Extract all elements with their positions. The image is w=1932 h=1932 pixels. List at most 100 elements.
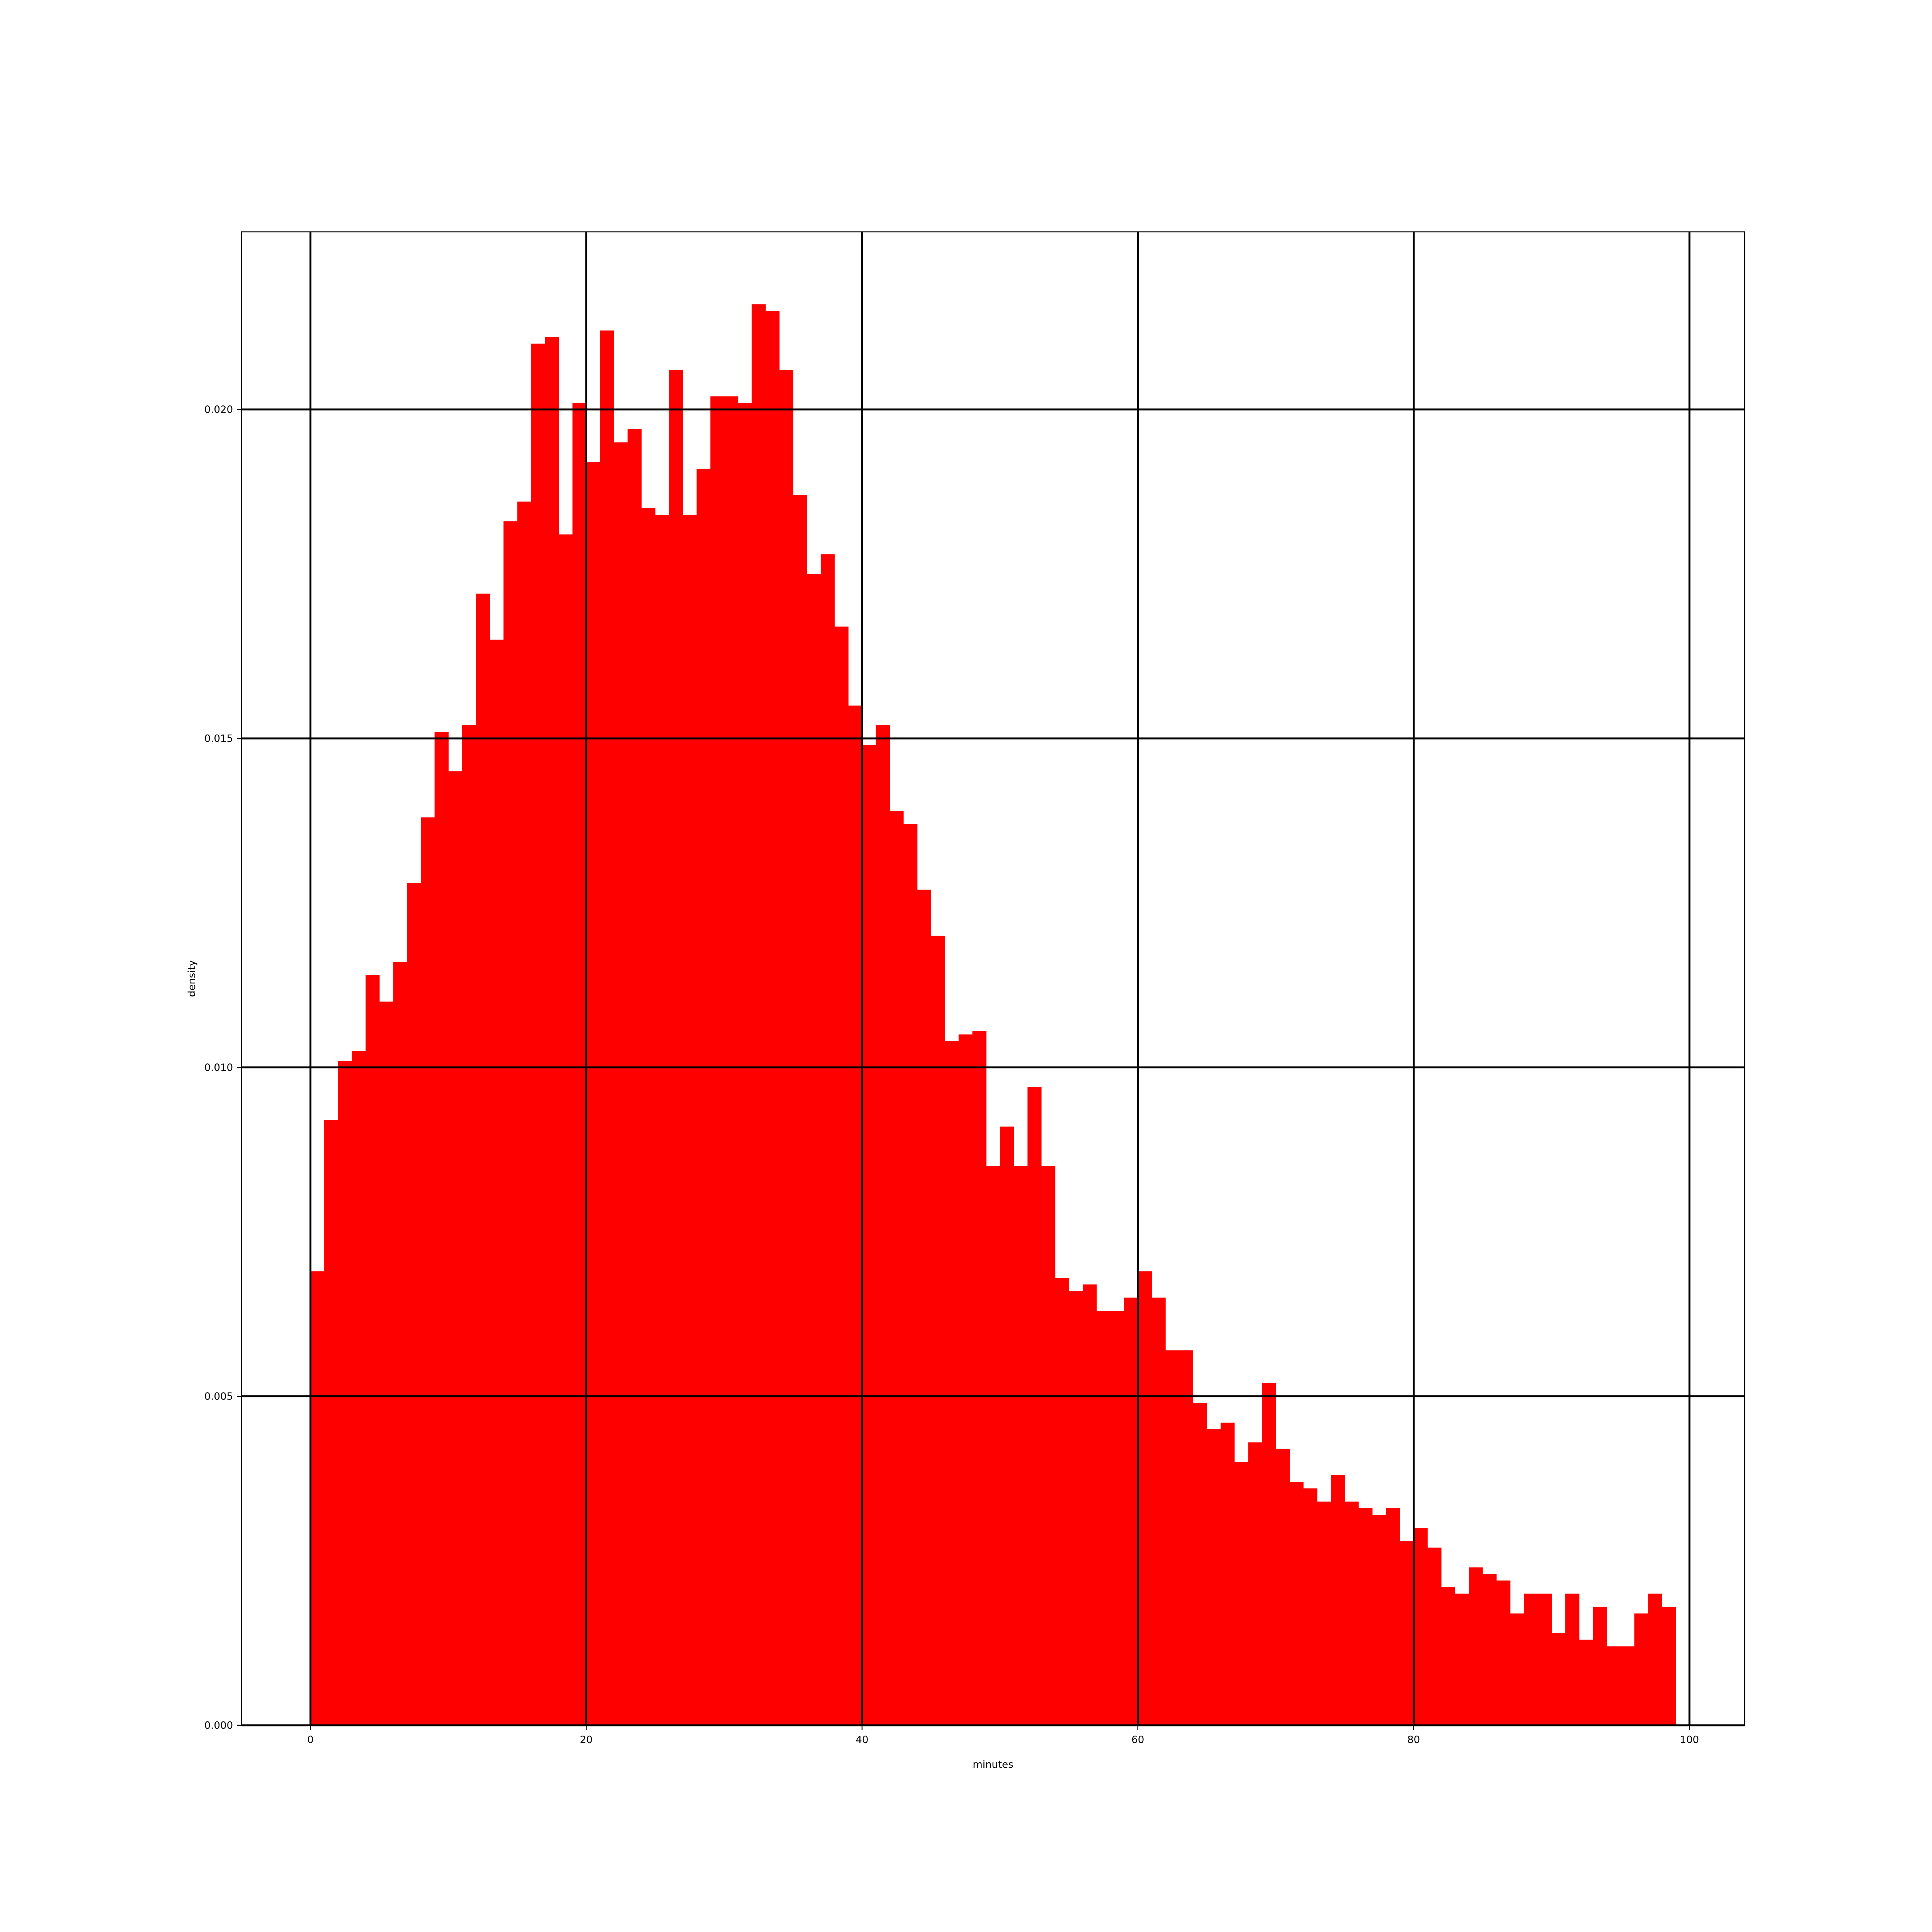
histogram-bar: [1069, 1291, 1083, 1725]
histogram-bar: [1551, 1633, 1566, 1725]
histogram-bar: [1289, 1482, 1304, 1725]
histogram-bar: [848, 705, 862, 1725]
histogram-bar: [738, 403, 752, 1725]
histogram-bar: [1262, 1383, 1276, 1725]
histogram-bar: [1510, 1613, 1524, 1725]
histogram-bar: [820, 554, 835, 1725]
y-axis-title: density: [186, 960, 198, 997]
histogram-bar: [1276, 1449, 1290, 1725]
x-tick-label: 80: [1407, 1734, 1420, 1746]
histogram-bar: [531, 344, 545, 1726]
histogram-bar: [490, 639, 504, 1726]
histogram-bar: [628, 429, 642, 1725]
x-tick-label: 40: [855, 1734, 868, 1746]
histogram-bar: [1165, 1350, 1180, 1725]
histogram-bar: [1620, 1646, 1635, 1725]
histogram-bar: [683, 515, 697, 1725]
x-axis-title: minutes: [973, 1759, 1013, 1770]
histogram-bar: [903, 824, 918, 1725]
bars-layer: [310, 304, 1676, 1726]
histogram-bar: [1607, 1646, 1621, 1725]
histogram-bar: [752, 304, 766, 1725]
histogram-bar: [586, 462, 600, 1725]
histogram-bar: [1124, 1298, 1138, 1725]
histogram-bar: [1082, 1284, 1097, 1725]
histogram-bar: [1358, 1508, 1373, 1725]
histogram-bar: [724, 396, 738, 1726]
histogram-bar: [1413, 1528, 1428, 1725]
histogram-bar: [1634, 1613, 1648, 1725]
histogram-bar: [641, 508, 656, 1725]
histogram-bar: [834, 626, 849, 1725]
histogram-bar: [1138, 1271, 1152, 1725]
histogram-bar: [1220, 1422, 1235, 1725]
histogram-bar: [517, 502, 532, 1725]
histogram-bar: [1317, 1502, 1331, 1725]
histogram-bar: [917, 889, 932, 1725]
histogram-bar: [558, 534, 573, 1725]
histogram-bar: [1537, 1594, 1552, 1725]
histogram-bar: [1151, 1298, 1166, 1725]
y-tick-label: 0.005: [204, 1391, 233, 1403]
histogram-bar: [793, 495, 807, 1726]
x-tick-label: 0: [307, 1734, 314, 1746]
histogram-bar: [324, 1120, 338, 1725]
histogram-bar: [1179, 1350, 1194, 1725]
histogram-bar: [1248, 1442, 1262, 1725]
histogram-bar: [696, 468, 711, 1725]
histogram-bar: [1303, 1488, 1318, 1725]
histogram-bar: [1193, 1403, 1207, 1725]
x-tick-label: 60: [1131, 1734, 1144, 1746]
plot-frame: [241, 231, 1745, 1726]
histogram-bar: [889, 811, 904, 1725]
histogram-bar: [876, 725, 890, 1725]
histogram-bar: [366, 975, 380, 1725]
histogram-bar: [462, 725, 476, 1725]
histogram-bar: [1041, 1166, 1056, 1725]
histogram-bar: [393, 962, 407, 1725]
histogram-bar: [1565, 1594, 1580, 1725]
histogram-bar: [407, 883, 421, 1725]
histogram-bar: [1662, 1607, 1676, 1725]
histogram-bar: [1386, 1508, 1400, 1725]
histogram-bar: [379, 1002, 394, 1725]
histogram-bar: [1027, 1087, 1042, 1725]
histogram-bar: [476, 594, 490, 1726]
histogram-bar: [669, 370, 683, 1725]
x-tick-label: 100: [1680, 1734, 1699, 1746]
histogram-bar: [1427, 1548, 1442, 1725]
histogram-bar: [1014, 1166, 1028, 1725]
histogram-bar: [1331, 1475, 1345, 1725]
histogram-bar: [779, 370, 794, 1725]
histogram-bar: [310, 1271, 325, 1725]
histogram-bar: [1000, 1126, 1014, 1725]
histogram-bar: [958, 1034, 973, 1725]
histogram-bar: [972, 1031, 986, 1725]
histogram-bar: [1469, 1567, 1483, 1725]
histogram-bar: [434, 732, 449, 1725]
y-tick-label: 0.015: [204, 733, 233, 745]
histogram-bar: [1096, 1311, 1111, 1725]
histogram-bar: [420, 817, 435, 1725]
histogram-bar: [1455, 1594, 1469, 1725]
histogram-bar: [945, 1041, 959, 1725]
histogram-bar: [572, 403, 587, 1725]
histogram-bar: [1648, 1594, 1662, 1725]
histogram-bar: [765, 311, 780, 1726]
histogram-bar: [1345, 1502, 1359, 1725]
histogram-bar: [1055, 1278, 1069, 1725]
histogram-bar: [503, 521, 518, 1725]
histogram-bar: [545, 337, 559, 1726]
histogram-bar: [338, 1061, 352, 1725]
y-tick-label: 0.010: [204, 1062, 233, 1073]
histogram-bar: [1496, 1580, 1510, 1725]
y-tick-label: 0.020: [204, 404, 233, 416]
y-tick-label: 0.000: [204, 1720, 233, 1731]
histogram-bar: [710, 396, 724, 1726]
histogram-bar: [1400, 1541, 1414, 1725]
histogram-bar: [600, 330, 614, 1725]
histogram-bar: [1482, 1574, 1497, 1725]
histogram-bar: [352, 1051, 366, 1725]
histogram-bar: [448, 771, 463, 1725]
